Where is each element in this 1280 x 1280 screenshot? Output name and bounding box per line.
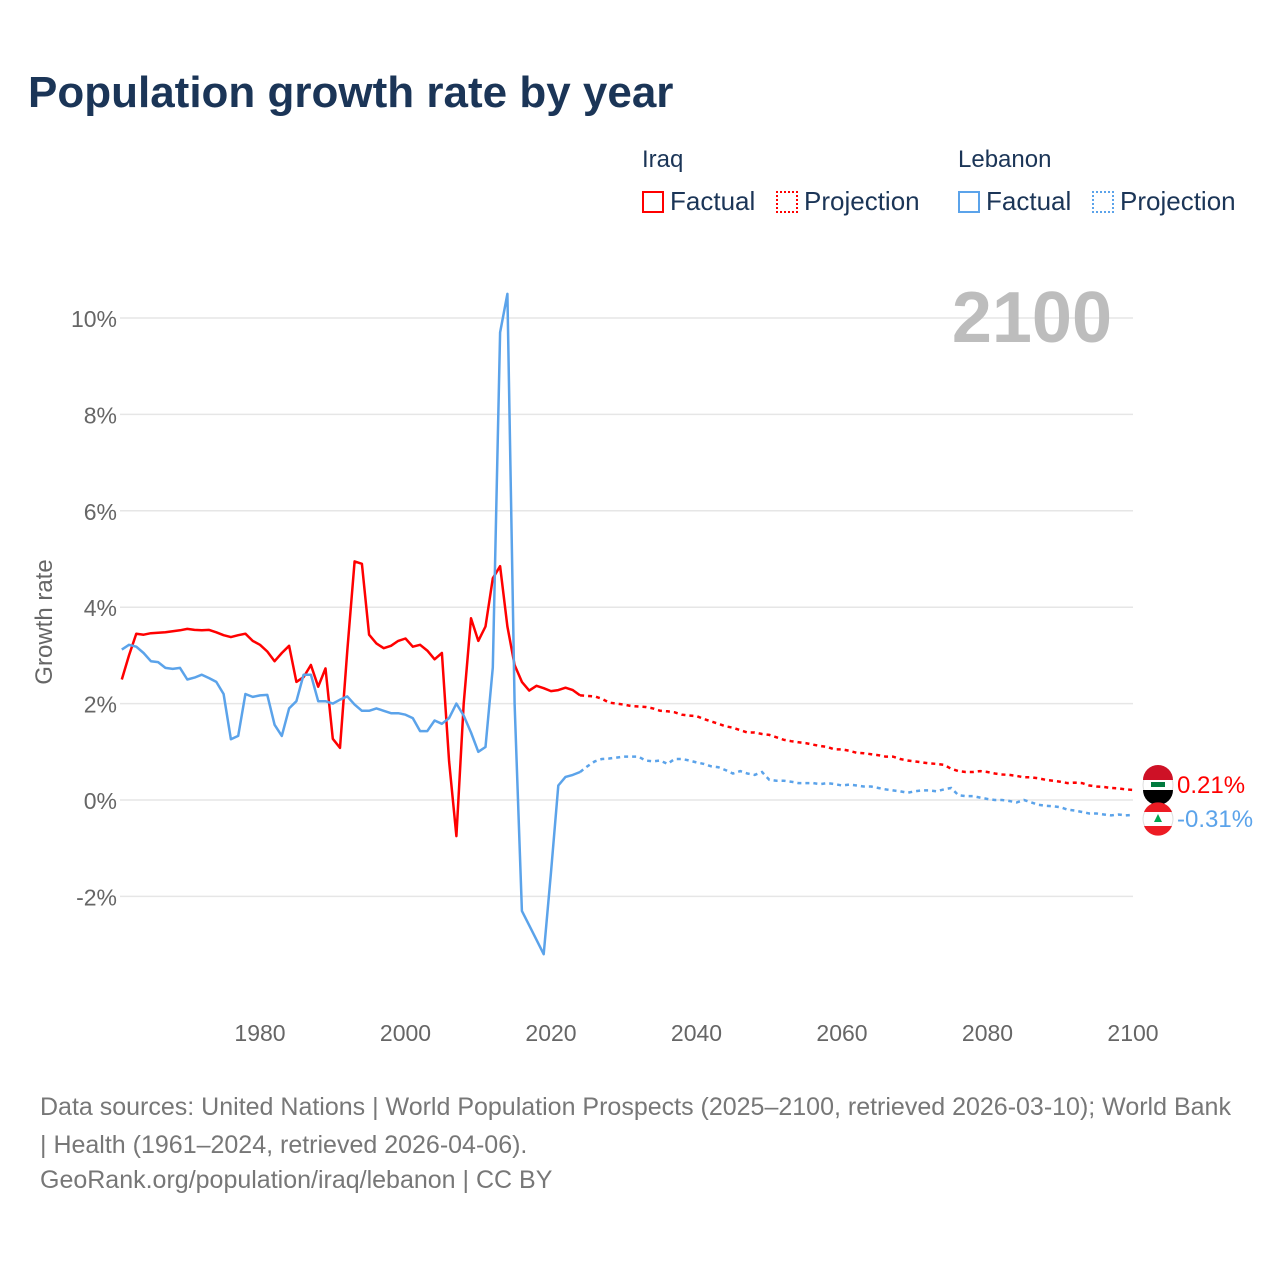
legend-iraq-projection[interactable]: Projection [776,186,920,217]
credit-link[interactable]: GeoRank.org/population/iraq/lebanon | CC… [40,1166,553,1194]
lebanon-flag-icon [1142,802,1174,836]
x-tick-label: 2020 [525,1020,576,1046]
flag-stripe-red [1144,826,1172,836]
data-sources: Data sources: United Nations | World Pop… [40,1093,1231,1159]
legend-label: Factual [670,186,756,216]
y-tick-label: 6% [84,499,117,525]
legend-swatch [1092,190,1114,213]
lebanon-end-label: -0.31% [1177,806,1253,833]
legend-label: Factual [986,186,1072,216]
legend-swatch [642,190,664,213]
y-tick-label: 0% [84,788,117,814]
chart-title: Population growth rate by year [28,68,674,117]
legend-swatch [776,190,798,213]
y-tick-label: 10% [71,306,117,332]
year-watermark: 2100 [952,278,1112,358]
legend-lebanon-factual[interactable]: Factual [958,186,1071,217]
y-axis-label: Growth rate [31,559,58,684]
x-tick-label: 2080 [962,1020,1013,1046]
iraq-flag-icon [1142,765,1174,805]
flag-stripe-red [1143,765,1173,780]
y-tick-label: 4% [84,595,117,621]
iraq-projection-line [580,694,1134,792]
x-tick-label: 2040 [671,1020,722,1046]
legend-lebanon-projection[interactable]: Projection [1092,186,1236,217]
iraq-end-label: 0.21% [1177,772,1245,799]
legend-group-iraq: Iraq [642,146,684,173]
legend-iraq-factual[interactable]: Factual [642,186,755,217]
iraq-factual-line [120,560,581,838]
legend-label: Projection [1120,186,1236,216]
legend-group-lebanon: Lebanon [958,146,1052,173]
lebanon-factual-line [121,292,581,956]
x-tick-label: 2060 [816,1020,867,1046]
x-tick-label: 2100 [1107,1020,1158,1046]
legend-swatch [958,190,980,213]
flag-stripe-black [1143,790,1173,805]
flag-cedar [1154,814,1162,822]
x-tick-label: 1980 [234,1020,285,1046]
lebanon-projection-line [579,755,1134,817]
y-tick-label: 2% [84,692,117,718]
x-tick-label: 2000 [380,1020,431,1046]
legend-label: Projection [804,186,920,216]
flag-stripe-red [1144,802,1172,812]
flag-script [1151,782,1165,787]
y-tick-label: -2% [76,884,117,910]
y-tick-label: 8% [84,402,117,428]
